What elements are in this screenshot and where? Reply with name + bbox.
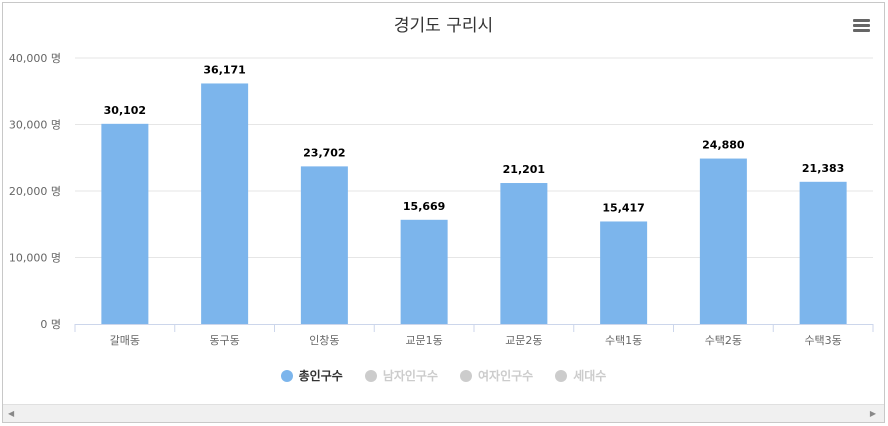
data-label: 21,201 bbox=[503, 163, 545, 176]
y-tick-label: 0 명 bbox=[40, 318, 61, 331]
y-tick-label: 40,000 명 bbox=[9, 52, 61, 65]
legend-marker-icon bbox=[280, 369, 293, 382]
data-label: 15,417 bbox=[602, 201, 644, 214]
arrow-right-icon[interactable]: ▶ bbox=[869, 409, 876, 418]
data-label: 23,702 bbox=[303, 146, 345, 159]
x-tick-label: 수택1동 bbox=[605, 334, 642, 347]
y-tick-label: 10,000 명 bbox=[9, 252, 61, 265]
data-label: 24,880 bbox=[702, 139, 745, 152]
data-label: 36,171 bbox=[203, 63, 245, 76]
x-tick-label: 동구동 bbox=[209, 334, 239, 347]
hamburger-menu-icon[interactable] bbox=[853, 19, 870, 33]
legend-item[interactable]: 여자인구수 bbox=[460, 367, 533, 384]
x-tick-label: 수택3동 bbox=[804, 334, 841, 347]
legend-item[interactable]: 세대수 bbox=[555, 367, 606, 384]
chart-legend: 총인구수 남자인구수 여자인구수 세대수 bbox=[3, 367, 884, 384]
bar bbox=[300, 166, 348, 324]
y-tick-label: 30,000 명 bbox=[9, 119, 61, 132]
bar bbox=[500, 183, 548, 324]
bar bbox=[600, 221, 648, 324]
legend-label: 세대수 bbox=[573, 369, 607, 383]
legend-marker-icon bbox=[555, 369, 568, 382]
x-tick-label: 인창동 bbox=[309, 334, 339, 347]
chart-title: 경기도 구리시 bbox=[393, 16, 494, 36]
bar bbox=[101, 123, 149, 324]
bar-chart-plot: 0 명 10,000 명 20,000 명 30,000 명 40,000 명 30,10… bbox=[9, 52, 874, 347]
bar bbox=[400, 219, 448, 324]
x-tick-label: 교문2동 bbox=[505, 334, 542, 347]
arrow-left-icon[interactable]: ◀ bbox=[8, 409, 15, 418]
horizontal-scrollbar[interactable]: ◀ ▶ bbox=[3, 404, 884, 422]
bar bbox=[799, 181, 847, 324]
legend-label: 남자인구수 bbox=[382, 369, 439, 383]
legend-label: 여자인구수 bbox=[478, 369, 534, 383]
x-tick-label: 갈매동 bbox=[110, 333, 140, 347]
data-label: 21,383 bbox=[802, 162, 844, 175]
legend-marker-icon bbox=[364, 369, 377, 382]
bar bbox=[699, 158, 747, 324]
data-label: 30,102 bbox=[104, 104, 146, 117]
bar bbox=[201, 83, 249, 324]
legend-item[interactable]: 총인구수 bbox=[280, 367, 343, 384]
x-tick-label: 교문1동 bbox=[405, 334, 442, 347]
x-tick-label: 수택2동 bbox=[705, 334, 742, 347]
y-tick-label: 20,000 명 bbox=[9, 185, 61, 198]
data-label: 15,669 bbox=[403, 200, 445, 213]
legend-marker-icon bbox=[460, 369, 473, 382]
legend-label: 총인구수 bbox=[298, 369, 343, 383]
legend-item[interactable]: 남자인구수 bbox=[364, 367, 439, 384]
